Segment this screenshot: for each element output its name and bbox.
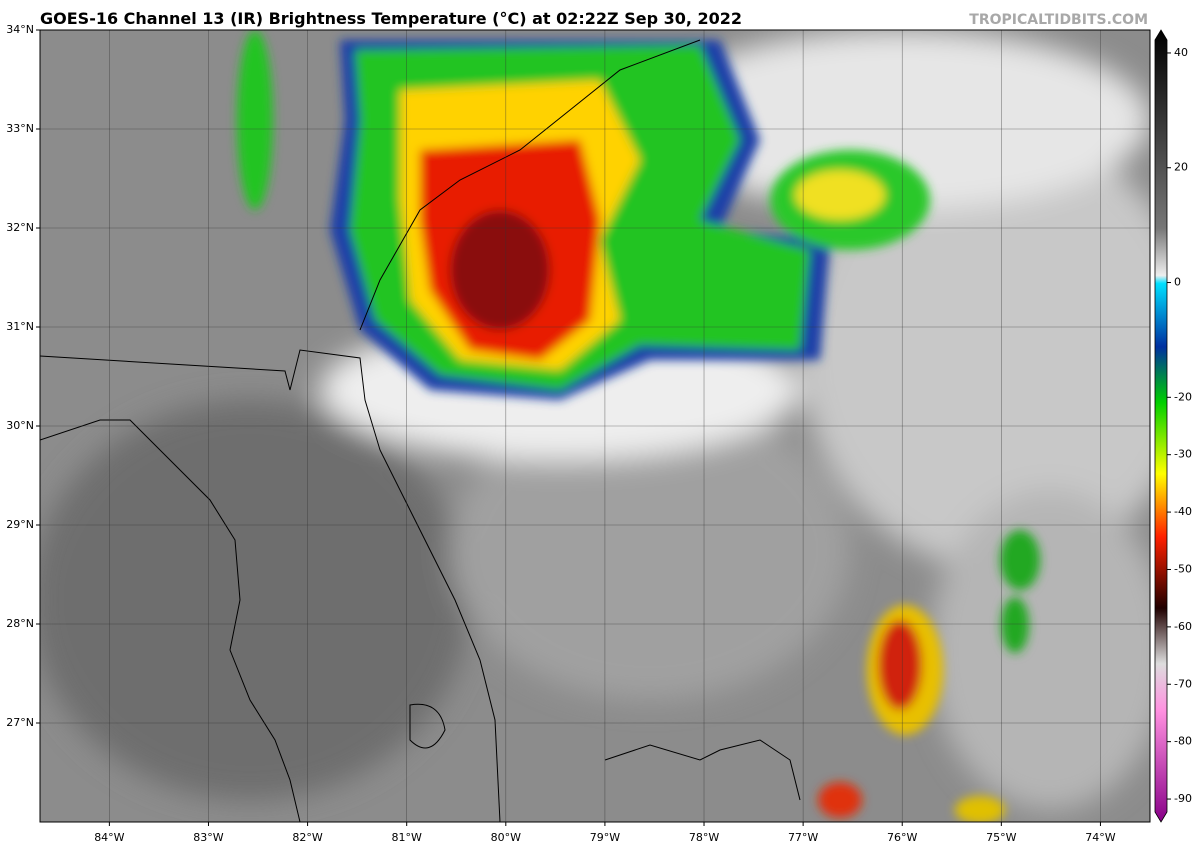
colorbar-tick-label: -40: [1174, 505, 1192, 518]
lon-tick-label: 75°W: [986, 831, 1016, 844]
lon-tick-label: 81°W: [392, 831, 422, 844]
coastline: [40, 39, 801, 822]
lon-tick-label: 80°W: [491, 831, 521, 844]
lat-tick-label: 27°N: [6, 716, 34, 729]
grid: [40, 30, 1150, 822]
lon-tick-label: 77°W: [788, 831, 818, 844]
lat-tick-label: 30°N: [6, 419, 34, 432]
colorbar-tick-label: 40: [1174, 46, 1188, 59]
colorbar-tick-label: -90: [1174, 792, 1192, 805]
satellite-image: [40, 30, 1150, 822]
lon-tick-label: 79°W: [590, 831, 620, 844]
lat-tick-label: 33°N: [6, 122, 34, 135]
colorbar-tick-label: 0: [1174, 276, 1181, 289]
colorbar: [1154, 29, 1168, 823]
lat-tick-label: 34°N: [6, 23, 34, 36]
colorbar-tick-label: -30: [1174, 448, 1192, 461]
watermark: TROPICALTIDBITS.COM: [969, 12, 1148, 28]
lat-tick-label: 32°N: [6, 221, 34, 234]
lat-tick-label: 31°N: [6, 320, 34, 333]
lat-tick-label: 28°N: [6, 617, 34, 630]
title: GOES-16 Channel 13 (IR) Brightness Tempe…: [40, 9, 742, 28]
lon-tick-label: 84°W: [94, 831, 124, 844]
colorbar-tick-label: -20: [1174, 390, 1192, 403]
lon-tick-label: 82°W: [292, 831, 322, 844]
colorbar-tick-label: -70: [1174, 677, 1192, 690]
lon-tick-label: 74°W: [1085, 831, 1115, 844]
colorbar-tick-label: -60: [1174, 620, 1192, 633]
lon-tick-label: 76°W: [887, 831, 917, 844]
colorbar-tick-label: -80: [1174, 735, 1192, 748]
lat-tick-label: 29°N: [6, 518, 34, 531]
colorbar-tick-label: -50: [1174, 562, 1192, 575]
lon-tick-label: 83°W: [193, 831, 223, 844]
lon-tick-label: 78°W: [689, 831, 719, 844]
colorbar-tick-label: 20: [1174, 161, 1188, 174]
